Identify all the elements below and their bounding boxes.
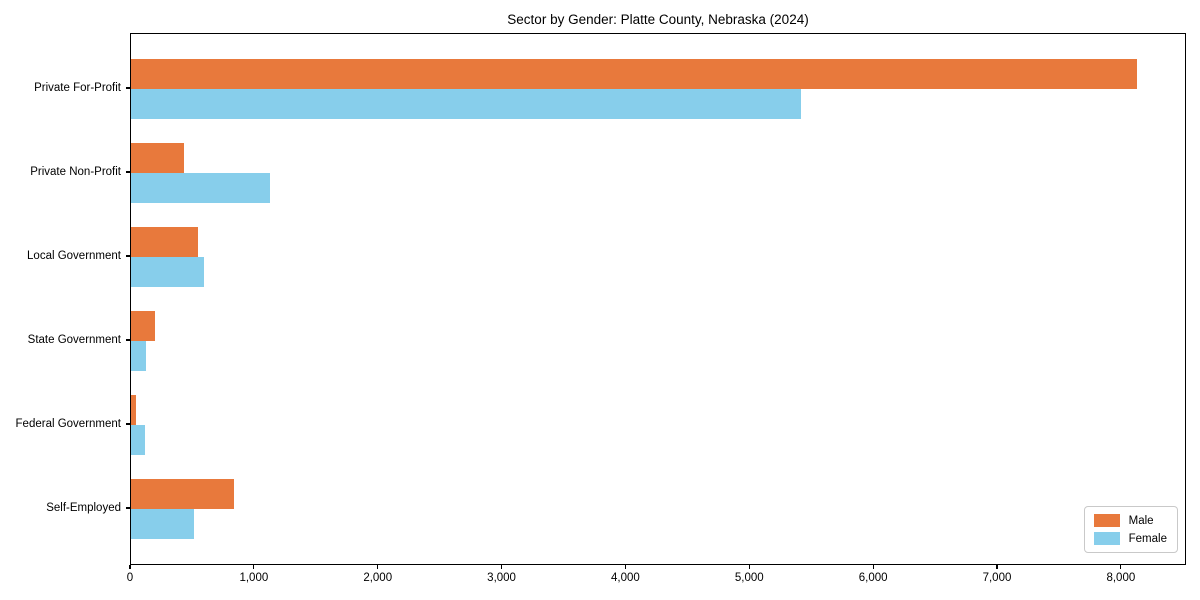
legend-entry-male: Male — [1093, 514, 1167, 527]
bar-male-4 — [131, 395, 136, 425]
bar-female-5 — [131, 509, 195, 539]
chart-title: Sector by Gender: Platte County, Nebrask… — [507, 12, 809, 27]
y-tick-mark — [126, 171, 130, 173]
x-tick-mark — [624, 565, 626, 569]
x-tick-mark — [748, 565, 750, 569]
bar-male-5 — [131, 479, 234, 509]
y-axis-label-3: State Government — [27, 334, 121, 346]
x-axis-label-5: 5,000 — [734, 572, 764, 584]
x-tick-mark — [996, 565, 998, 569]
y-tick-mark — [126, 339, 130, 341]
x-tick-mark — [253, 565, 255, 569]
y-axis-label-0: Private For-Profit — [34, 82, 121, 94]
x-tick-mark — [129, 565, 131, 569]
y-tick-mark — [126, 87, 130, 89]
bar-female-3 — [131, 341, 146, 371]
x-axis-label-2: 2,000 — [363, 572, 393, 584]
x-tick-mark — [872, 565, 874, 569]
bar-male-0 — [131, 59, 1137, 89]
legend-label-male: Male — [1128, 514, 1154, 527]
y-axis-label-2: Local Government — [27, 250, 121, 262]
x-axis-label-3: 3,000 — [487, 572, 516, 584]
bar-male-3 — [131, 311, 155, 341]
x-axis-label-6: 6,000 — [858, 572, 888, 584]
legend: Male Female — [1083, 506, 1178, 553]
bar-male-1 — [131, 143, 185, 173]
x-axis-label-4: 4,000 — [611, 572, 640, 584]
y-axis-label-5: Self-Employed — [46, 502, 121, 514]
legend-entry-female: Female — [1093, 532, 1167, 545]
x-axis-label-7: 7,000 — [982, 572, 1012, 584]
y-tick-mark — [126, 507, 130, 509]
bar-female-4 — [131, 425, 145, 455]
y-tick-mark — [126, 423, 130, 425]
x-axis-label-0: 0 — [126, 572, 134, 584]
x-tick-mark — [1120, 565, 1122, 569]
bar-female-0 — [131, 89, 802, 119]
legend-swatch-female — [1093, 532, 1120, 545]
y-tick-mark — [126, 255, 130, 257]
bar-male-2 — [131, 227, 198, 257]
y-axis-label-1: Private Non-Profit — [30, 166, 121, 178]
x-tick-mark — [500, 565, 503, 569]
plot-area — [130, 33, 1186, 565]
x-axis-label-1: 1,000 — [239, 572, 269, 584]
legend-swatch-male — [1093, 514, 1120, 527]
x-axis-label-8: 8,000 — [1106, 572, 1136, 584]
y-axis-label-4: Federal Government — [15, 418, 121, 430]
x-tick-mark — [377, 565, 379, 569]
bar-female-2 — [131, 257, 205, 287]
legend-label-female: Female — [1128, 532, 1167, 545]
bar-female-1 — [131, 173, 270, 203]
